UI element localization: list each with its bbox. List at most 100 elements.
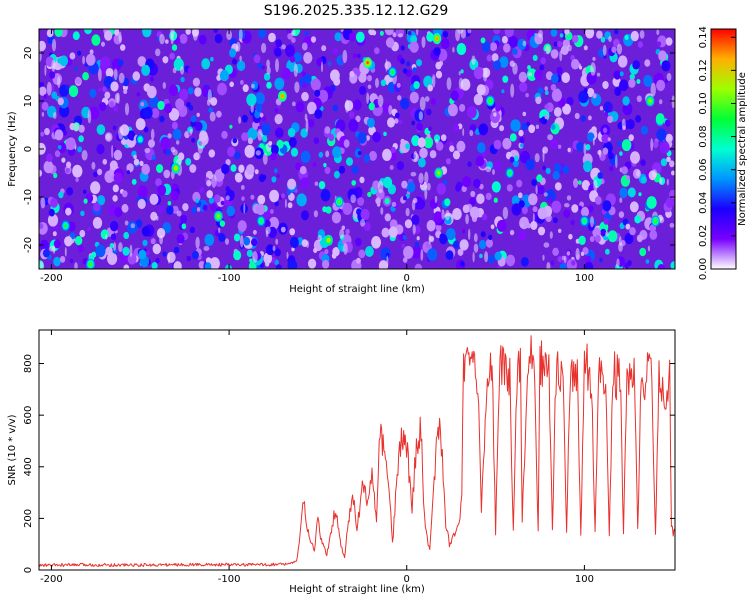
heatmap-cell <box>138 185 148 198</box>
heatmap-cell <box>411 214 420 226</box>
heatmap-cell <box>305 118 309 133</box>
heatmap-cell <box>375 197 381 205</box>
heatmap-cell <box>113 149 123 161</box>
heatmap-cell <box>229 124 233 129</box>
heatmap-cell <box>441 209 445 220</box>
heatmap-cell <box>628 134 634 142</box>
snr-panel: -200 -100 0 100 0 200 400 600 800 Height of str… <box>7 329 676 595</box>
heatmap-cell <box>639 30 645 39</box>
heatmap-cell <box>156 164 164 173</box>
heatmap-x-axis-label: Height of straight line (km) <box>289 284 425 295</box>
heatmap-cell <box>195 198 200 203</box>
heatmap-cell <box>647 245 651 252</box>
heatmap-cell <box>275 39 282 48</box>
heatmap-cell <box>381 227 390 238</box>
heatmap-cell <box>150 211 158 221</box>
heatmap-cell <box>493 60 502 70</box>
heatmap-cell <box>537 226 546 236</box>
heatmap-cell <box>229 48 237 58</box>
heatmap-cell <box>435 70 443 79</box>
heatmap-cell <box>150 128 155 140</box>
heatmap-cell <box>135 118 146 131</box>
heatmap-cell <box>402 257 408 263</box>
heatmap-cell <box>532 206 538 213</box>
heatmap-cell <box>92 217 103 229</box>
heatmap-cell <box>202 204 208 211</box>
heatmap-cell <box>459 104 466 112</box>
heatmap-cell <box>102 86 107 93</box>
x-tick-label: 0 <box>404 273 410 284</box>
heatmap-cell <box>310 78 321 91</box>
heatmap-cell <box>167 133 172 139</box>
heatmap-cell <box>584 261 594 269</box>
heatmap-cell <box>383 131 387 137</box>
heatmap-cell <box>308 258 317 269</box>
heatmap-cell <box>530 221 538 230</box>
snr-y-axis-label: SNR (10 * v/v) <box>7 414 18 485</box>
heatmap-cell <box>665 37 673 46</box>
heatmap-cell <box>219 69 229 82</box>
heatmap-cell <box>472 251 475 263</box>
heatmap-cell <box>453 124 460 132</box>
heatmap-cell <box>104 91 111 99</box>
heatmap-cell <box>230 164 237 172</box>
heatmap-cell <box>499 125 505 132</box>
heatmap-cell <box>320 189 331 202</box>
heatmap-cell <box>493 29 501 35</box>
heatmap-cell <box>194 121 203 132</box>
heatmap-cell <box>289 228 296 236</box>
heatmap-cell <box>528 193 538 206</box>
heatmap-cell <box>560 263 567 269</box>
heatmap-cell <box>168 84 178 97</box>
heatmap-cell <box>274 47 282 57</box>
heatmap-cell <box>84 29 92 35</box>
heatmap-cell <box>603 218 609 225</box>
heatmap-cell <box>410 171 417 177</box>
snr-frame <box>38 329 676 571</box>
heatmap-cell <box>645 259 650 264</box>
heatmap-cell <box>380 79 387 87</box>
heatmap-cell <box>57 97 64 106</box>
heatmap-cell <box>414 263 423 269</box>
heatmap-cell <box>398 119 403 124</box>
heatmap-cell <box>621 139 632 152</box>
y-tick-label: -10 <box>23 189 34 205</box>
heatmap-cell <box>532 54 538 62</box>
heatmap-cell <box>601 133 610 144</box>
heatmap-cell <box>39 239 49 251</box>
heatmap-cell <box>583 160 593 173</box>
heatmap-cell <box>137 56 147 67</box>
heatmap-cell <box>535 185 538 195</box>
heatmap-cell <box>281 193 286 199</box>
heatmap-cell <box>428 234 431 245</box>
heatmap-cell <box>208 197 215 204</box>
heatmap-cell <box>522 40 527 47</box>
heatmap-cell <box>481 213 488 221</box>
heatmap-cell <box>206 190 213 199</box>
heatmap-cell <box>303 52 313 64</box>
heatmap-cell <box>193 152 200 161</box>
heatmap-cell <box>469 197 476 206</box>
heatmap-cell <box>440 134 447 142</box>
heatmap-cell <box>561 72 570 84</box>
heatmap-cell <box>296 193 307 207</box>
heatmap-cell <box>406 61 411 67</box>
heatmap-cell <box>535 96 542 105</box>
heatmap-cell <box>155 257 160 264</box>
heatmap-cell <box>241 132 249 142</box>
heatmap-cell <box>43 248 50 258</box>
heatmap-cell <box>348 32 356 42</box>
heatmap-cell <box>485 192 492 201</box>
heatmap-cell <box>402 68 408 74</box>
heatmap-cell <box>590 216 594 228</box>
heatmap-cell <box>49 71 56 79</box>
heatmap-cell <box>40 131 45 137</box>
heatmap-cell <box>460 261 465 267</box>
heatmap-cell <box>375 77 379 88</box>
heatmap-cell <box>607 104 613 111</box>
heatmap-cell <box>520 143 524 148</box>
heatmap-cell <box>47 213 59 227</box>
heatmap-cell <box>511 195 520 206</box>
heatmap-cell <box>97 195 106 206</box>
